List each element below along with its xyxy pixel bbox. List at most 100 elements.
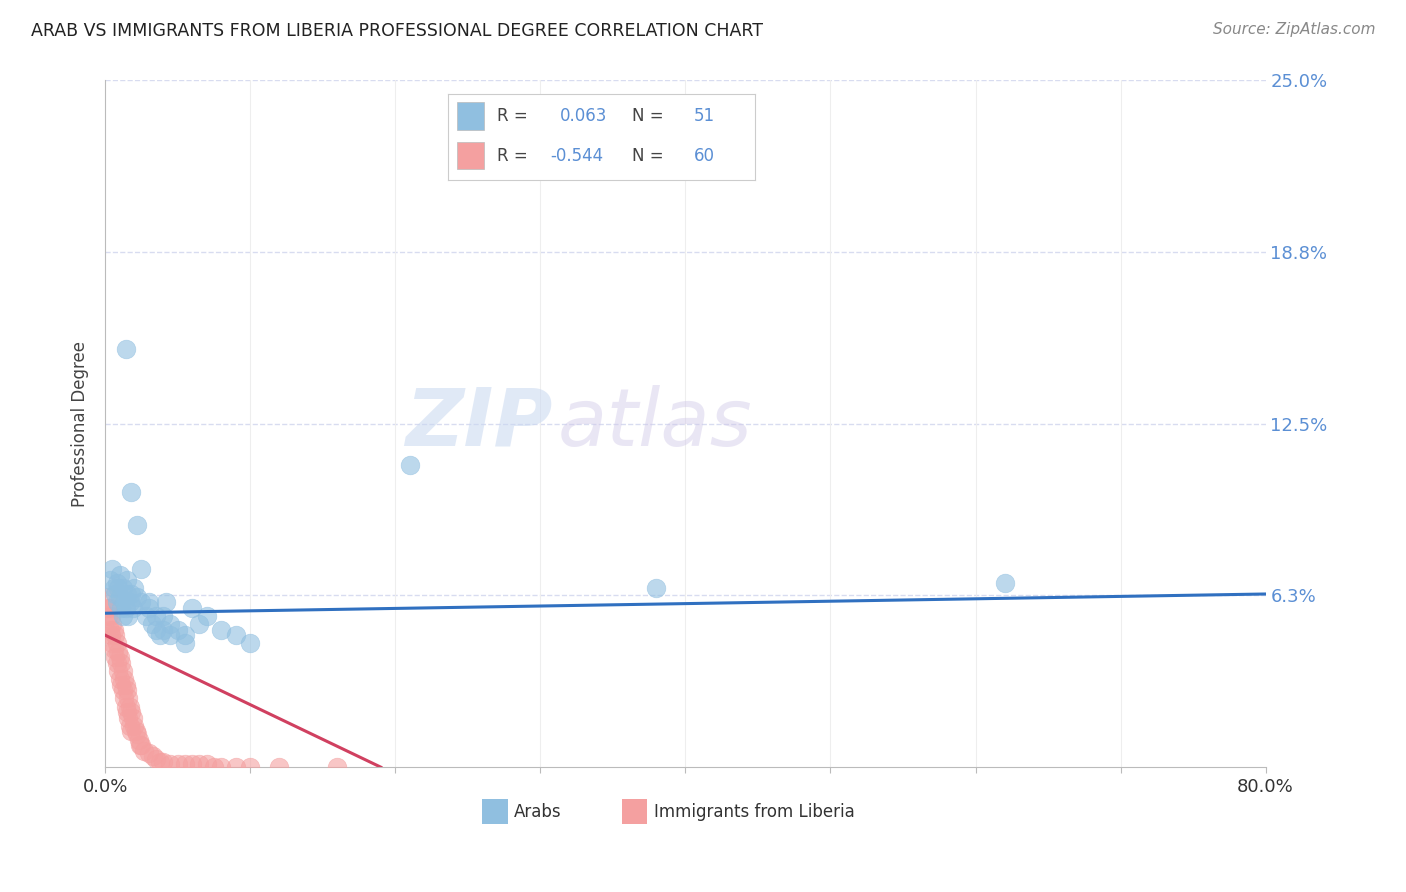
Point xyxy=(108,567,131,582)
Point xyxy=(122,582,145,596)
Point xyxy=(98,623,121,637)
Point xyxy=(107,645,129,659)
Point xyxy=(225,760,247,774)
Point xyxy=(107,582,129,596)
Point xyxy=(118,595,141,609)
Point xyxy=(145,623,167,637)
Point xyxy=(145,752,167,766)
Point xyxy=(100,628,122,642)
Point xyxy=(114,343,136,357)
Text: Source: ZipAtlas.com: Source: ZipAtlas.com xyxy=(1212,22,1375,37)
Point xyxy=(138,595,160,609)
Point xyxy=(104,587,127,601)
Point xyxy=(101,636,124,650)
Point xyxy=(645,582,668,596)
Point xyxy=(131,562,153,576)
Point xyxy=(149,628,172,642)
Point xyxy=(398,458,420,472)
Point xyxy=(111,683,134,698)
Point xyxy=(107,664,129,678)
Point xyxy=(112,595,135,609)
Point xyxy=(105,576,128,591)
Point xyxy=(149,755,172,769)
Point xyxy=(112,672,135,686)
Point xyxy=(101,562,124,576)
Point xyxy=(104,650,127,665)
Point xyxy=(188,617,211,632)
Point xyxy=(239,636,262,650)
Point xyxy=(118,699,141,714)
Point xyxy=(269,760,291,774)
Point xyxy=(141,617,163,632)
Point xyxy=(115,574,138,588)
Point xyxy=(100,609,122,624)
Point xyxy=(114,699,136,714)
Point xyxy=(114,678,136,692)
FancyBboxPatch shape xyxy=(621,799,647,823)
Point xyxy=(104,628,127,642)
Point xyxy=(97,609,120,624)
Point xyxy=(166,623,188,637)
Point xyxy=(159,757,181,772)
Point xyxy=(96,600,118,615)
Point xyxy=(121,600,143,615)
Point xyxy=(326,760,349,774)
Point xyxy=(993,576,1015,591)
Point xyxy=(98,574,121,588)
Point xyxy=(105,595,128,609)
Point xyxy=(108,590,131,604)
Text: atlas: atlas xyxy=(558,384,752,463)
Y-axis label: Professional Degree: Professional Degree xyxy=(72,341,89,507)
Point xyxy=(127,518,149,533)
Point xyxy=(138,600,160,615)
Point xyxy=(111,582,134,596)
Point xyxy=(152,609,174,624)
Point xyxy=(120,485,142,500)
Point xyxy=(128,732,150,747)
Point xyxy=(110,678,132,692)
Point xyxy=(225,628,247,642)
Point xyxy=(239,760,262,774)
Point xyxy=(118,719,141,733)
Point xyxy=(145,609,167,624)
Point xyxy=(98,600,121,615)
Point xyxy=(111,609,134,624)
Point xyxy=(112,691,135,706)
Point xyxy=(121,711,143,725)
Point xyxy=(138,747,160,761)
Point xyxy=(124,724,146,739)
Point xyxy=(114,600,136,615)
Point xyxy=(110,600,132,615)
Point xyxy=(120,705,142,719)
Point xyxy=(97,590,120,604)
Point xyxy=(108,650,131,665)
Point xyxy=(108,672,131,686)
Text: Immigrants from Liberia: Immigrants from Liberia xyxy=(654,803,855,821)
Point xyxy=(110,656,132,670)
Point xyxy=(117,609,139,624)
Point xyxy=(195,757,218,772)
Point xyxy=(127,727,149,741)
Point xyxy=(142,749,165,764)
Point xyxy=(101,617,124,632)
Point xyxy=(120,724,142,739)
Point xyxy=(131,738,153,752)
Text: ARAB VS IMMIGRANTS FROM LIBERIA PROFESSIONAL DEGREE CORRELATION CHART: ARAB VS IMMIGRANTS FROM LIBERIA PROFESSI… xyxy=(31,22,763,40)
Text: ZIP: ZIP xyxy=(405,384,553,463)
Point xyxy=(103,642,125,657)
Point xyxy=(202,760,225,774)
Point xyxy=(103,582,125,596)
Point xyxy=(166,757,188,772)
Point xyxy=(181,600,204,615)
Point xyxy=(129,738,152,752)
Point xyxy=(135,609,157,624)
Point xyxy=(111,664,134,678)
Point xyxy=(152,623,174,637)
Point xyxy=(181,757,204,772)
Point xyxy=(155,595,177,609)
Point xyxy=(159,617,181,632)
Point xyxy=(115,705,138,719)
Point xyxy=(159,628,181,642)
Point xyxy=(209,623,232,637)
Point xyxy=(120,587,142,601)
